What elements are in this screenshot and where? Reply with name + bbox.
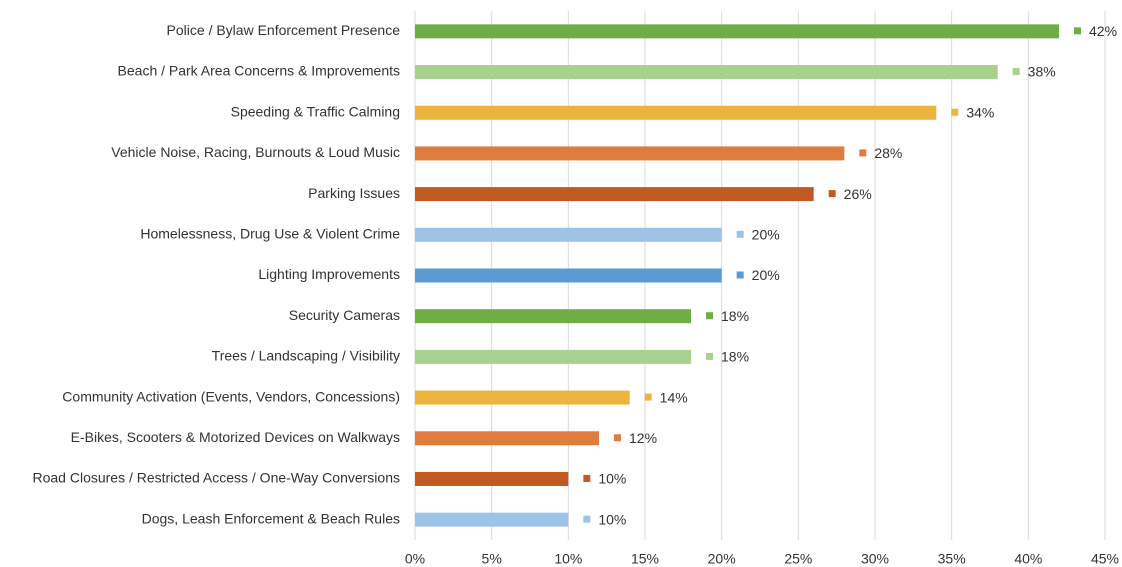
y-tick-label: Lighting Improvements bbox=[258, 266, 400, 282]
bar bbox=[415, 268, 722, 283]
label-marker bbox=[951, 108, 959, 116]
data-label: 10% bbox=[598, 511, 626, 527]
bar bbox=[415, 227, 722, 242]
y-tick-label: E-Bikes, Scooters & Motorized Devices on… bbox=[71, 429, 400, 445]
data-label: 18% bbox=[721, 349, 749, 365]
x-tick-label: 35% bbox=[938, 551, 966, 567]
bar bbox=[415, 512, 569, 527]
y-tick-label: Trees / Landscaping / Visibility bbox=[212, 348, 400, 364]
label-marker bbox=[736, 271, 744, 279]
bar bbox=[415, 390, 630, 405]
bar bbox=[415, 349, 691, 364]
label-marker bbox=[1012, 68, 1020, 76]
y-tick-label: Speeding & Traffic Calming bbox=[231, 103, 400, 119]
label-marker bbox=[828, 190, 836, 198]
label-marker bbox=[706, 312, 713, 320]
data-label: 26% bbox=[844, 186, 872, 202]
y-tick-label: Community Activation (Events, Vendors, C… bbox=[62, 388, 400, 404]
bar bbox=[415, 146, 845, 161]
y-tick-label: Parking Issues bbox=[308, 185, 400, 201]
label-marker bbox=[1074, 27, 1081, 35]
y-tick-label: Vehicle Noise, Racing, Burnouts & Loud M… bbox=[111, 144, 400, 160]
x-tick-label: 30% bbox=[861, 551, 889, 567]
y-tick-label: Police / Bylaw Enforcement Presence bbox=[167, 22, 401, 38]
bar bbox=[415, 105, 937, 120]
y-tick-label: Beach / Park Area Concerns & Improvement… bbox=[118, 63, 400, 79]
label-marker bbox=[859, 149, 867, 157]
y-tick-label: Road Closures / Restricted Access / One-… bbox=[32, 470, 400, 486]
data-label: 12% bbox=[629, 430, 657, 446]
data-label: 10% bbox=[598, 471, 626, 487]
label-marker bbox=[583, 515, 591, 523]
label-marker bbox=[644, 393, 652, 401]
data-label: 34% bbox=[966, 104, 994, 120]
x-tick-label: 20% bbox=[708, 551, 736, 567]
x-tick-label: 15% bbox=[631, 551, 659, 567]
label-marker bbox=[736, 230, 744, 238]
bar bbox=[415, 24, 1059, 39]
label-marker bbox=[583, 474, 591, 482]
bar bbox=[415, 65, 998, 80]
data-label: 20% bbox=[752, 267, 780, 283]
data-label: 28% bbox=[874, 145, 902, 161]
data-label: 14% bbox=[660, 389, 688, 405]
label-marker bbox=[614, 434, 621, 442]
data-label: 38% bbox=[1028, 64, 1056, 80]
bar bbox=[415, 309, 691, 324]
y-tick-label: Dogs, Leash Enforcement & Beach Rules bbox=[142, 510, 400, 526]
label-marker bbox=[706, 352, 713, 360]
x-tick-label: 5% bbox=[482, 551, 502, 567]
y-tick-label: Homelessness, Drug Use & Violent Crime bbox=[140, 226, 400, 242]
bar bbox=[415, 471, 569, 486]
x-tick-label: 45% bbox=[1091, 551, 1119, 567]
data-label: 18% bbox=[721, 308, 749, 324]
x-tick-label: 10% bbox=[554, 551, 582, 567]
y-tick-label: Security Cameras bbox=[289, 307, 400, 323]
data-label: 42% bbox=[1089, 23, 1117, 39]
bar bbox=[415, 431, 599, 446]
data-label: 20% bbox=[752, 227, 780, 243]
x-tick-label: 0% bbox=[405, 551, 425, 567]
bar bbox=[415, 187, 814, 202]
x-tick-label: 25% bbox=[784, 551, 812, 567]
x-tick-label: 40% bbox=[1014, 551, 1042, 567]
